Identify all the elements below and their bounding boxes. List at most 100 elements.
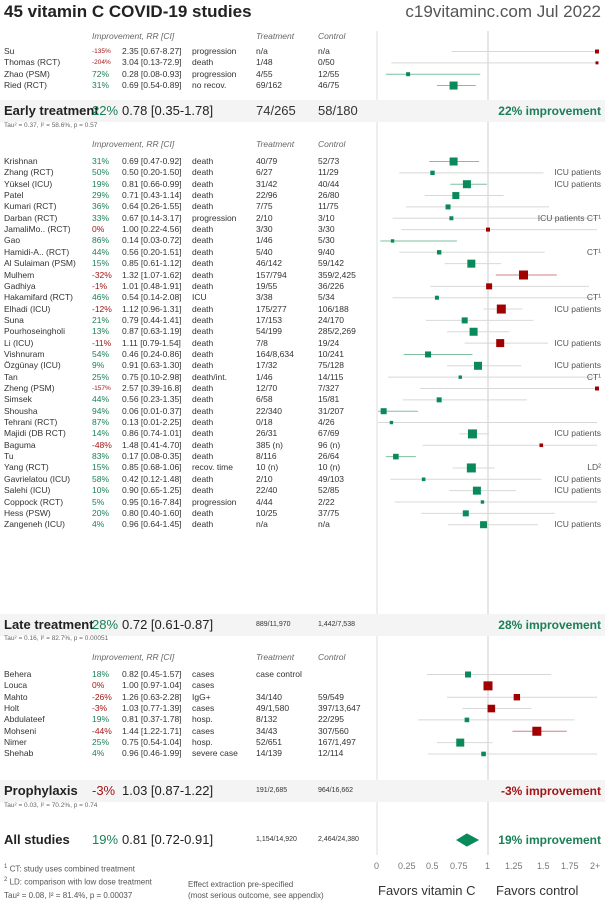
group-improvement-label: 28% improvement [498,618,601,632]
table-row: Mahto -26% 1.26 [0.63-2.28] IgG+ 34/140 59/54… [0,692,605,703]
group-treatment-count: 889/11,970 [256,621,291,628]
outcome: death [192,235,214,246]
study-name: Al Sulaiman (PSM) [4,258,76,269]
summary-row-all-studies: All studies 19% 0.81 [0.72-0.91] 1,154/14,9… [0,829,605,851]
outcome: death [192,405,214,416]
treatment-count: 7/8 [256,337,268,348]
risk-ratio: 0.14 [0.03-0.72] [122,235,182,246]
group-heterogeneity: Tau² = 0.37, I² = 58.6%, p = 0.57 [4,122,98,129]
treatment-count: 10/25 [256,507,278,518]
outcome: death [192,201,214,212]
effect-marker [595,49,599,54]
column-header-treatment: Treatment [256,652,295,662]
treatment-count: 164/8,634 [256,348,294,359]
treatment-count: 69/162 [256,80,282,91]
study-name: Baguma [4,439,36,450]
effect-marker [467,259,476,268]
group-name: Prophylaxis [4,783,78,798]
study-name: Behera [4,669,32,679]
study-name: Ried (RCT) [4,80,47,91]
improvement-value: 44% [92,394,110,405]
treatment-count: 8/132 [256,714,278,725]
treatment-count: 5/40 [256,246,273,257]
control-count: 5/30 [318,235,335,246]
improvement-value: 15% [92,258,110,269]
outcome: death [192,417,214,428]
effect-marker [406,72,411,77]
overall-improvement-label: 19% improvement [498,833,601,847]
risk-ratio: 0.75 [0.10-2.98] [122,371,182,382]
study-name: Su [4,46,15,56]
table-row: Zangeneh (ICU) 4% 0.96 [0.64-1.45] death n/a… [0,519,605,530]
improvement-value: 31% [92,156,110,166]
effect-marker [519,270,529,280]
outcome: cases [192,680,215,691]
improvement-value: -157% [92,385,111,392]
control-count: 307/560 [318,725,349,736]
risk-ratio: 0.17 [0.08-0.35] [122,451,182,462]
control-count: 52/85 [318,485,340,496]
group-treatment-count: 74/265 [256,103,296,118]
table-row: Gao 86% 0.14 [0.03-0.72] death 1/46 5/30 [0,235,605,246]
effect-marker [393,453,399,460]
study-note: ICU patients [554,428,601,439]
risk-ratio: 0.64 [0.26-1.55] [122,201,182,212]
table-row: Darban (RCT) 33% 0.67 [0.14-3.17] progressi… [0,213,605,224]
treatment-count: 175/277 [256,303,287,314]
effect-marker [445,204,451,210]
treatment-count: 34/43 [256,725,278,736]
table-row: Zhang (RCT) 50% 0.50 [0.20-1.50] death 6/27 1… [0,167,605,178]
study-name: Mohseni [4,725,37,736]
study-note: ICU patients [554,485,601,496]
study-name: Tu [4,451,14,462]
control-count: 19/24 [318,337,340,348]
control-count: 397/13,647 [318,703,361,714]
improvement-value: 14% [92,428,110,439]
risk-ratio: 0.69 [0.54-0.89] [122,80,182,91]
treatment-count: 14/139 [256,748,282,759]
treatment-count: 1/46 [256,235,273,246]
risk-ratio: 0.75 [0.54-1.04] [122,737,182,748]
improvement-value: 15% [92,462,110,473]
risk-ratio: 0.91 [0.63-1.30] [122,360,182,371]
outcome: death [192,507,214,518]
treatment-count: 40/79 [256,156,278,166]
improvement-value: 0% [92,680,105,691]
outcome: death [192,337,214,348]
improvement-value: 19% [92,714,110,725]
study-name: Kumari (RCT) [4,201,57,212]
risk-ratio: 1.32 [1.07-1.62] [122,269,182,280]
page-title: 45 vitamin C COVID-19 studies [4,2,252,21]
study-name: Suna [4,314,24,325]
study-note: CT¹ [586,371,601,382]
outcome: death [192,348,214,359]
improvement-value: -1% [92,280,108,291]
improvement-value: 72% [92,68,110,79]
effect-marker [449,157,458,166]
effect-marker [461,317,468,324]
study-note: LD² [587,462,601,473]
outcome: death [192,439,214,450]
treatment-count: 157/794 [256,269,287,280]
control-count: 40/44 [318,178,340,189]
risk-ratio: 0.86 [0.74-1.01] [122,428,182,439]
control-count: 12/114 [318,748,344,759]
control-count: 59/549 [318,691,344,702]
effect-marker [436,397,442,403]
control-count: 2/22 [318,496,335,507]
risk-ratio: 0.71 [0.43-1.14] [122,190,182,201]
table-row: Vishnuram 54% 0.46 [0.24-0.86] death 164/8,6… [0,349,605,360]
control-count: 14/115 [318,371,344,382]
effect-marker [425,351,432,358]
treatment-count: 385 (n) [256,439,283,450]
table-row: Mohseni -44% 1.44 [1.22-1.71] cases 34/43 307… [0,726,605,737]
overall-diamond [455,833,480,847]
group-heterogeneity: Tau² = 0.03, I² = 70.2%, p = 0.74 [4,802,98,809]
table-row: Su -135% 2.35 [0.67-8.27] progression n/a n/a [0,46,605,57]
effect-marker [483,681,493,691]
overall-heterogeneity: Tau² = 0.08, I² = 81.4%, p = 0.00037 [4,891,133,900]
table-row: Nimer 25% 0.75 [0.54-1.04] hosp. 52/651 167/1… [0,737,605,748]
control-count: 96 (n) [318,439,341,450]
effect-marker [458,375,462,379]
risk-ratio: 1.03 [0.77-1.39] [122,703,182,714]
